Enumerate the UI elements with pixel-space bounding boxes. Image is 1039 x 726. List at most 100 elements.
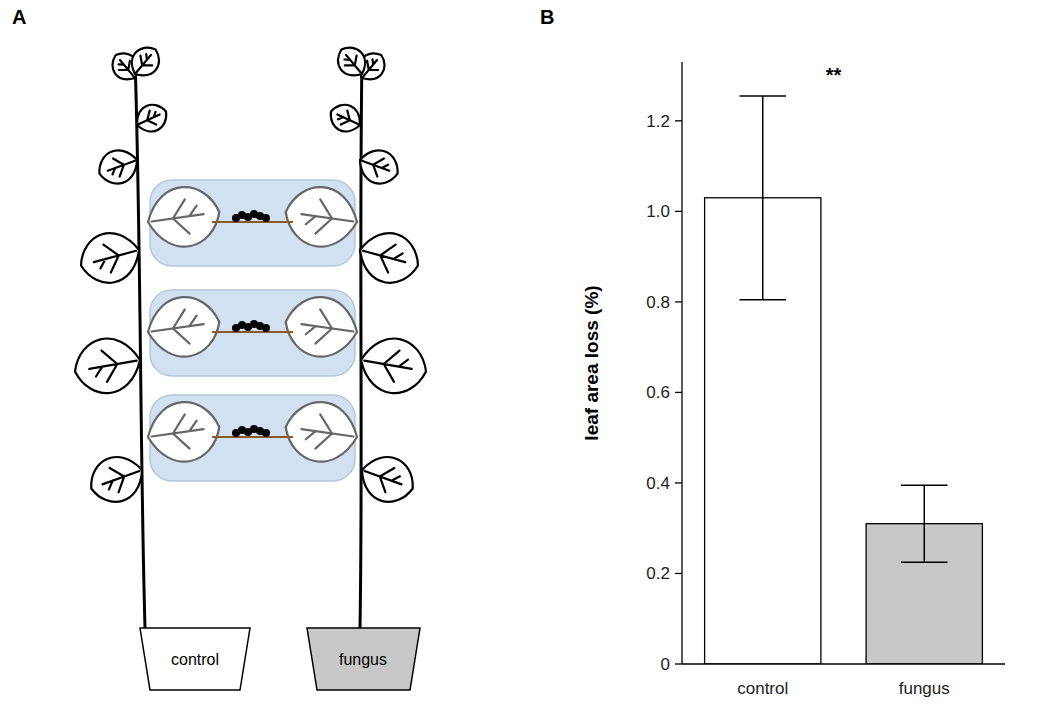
leaf	[75, 226, 146, 289]
pot-label: fungus	[339, 651, 387, 668]
leaf-vein	[359, 152, 393, 180]
leaf-blade	[125, 41, 166, 83]
caterpillar-segment	[262, 429, 270, 437]
leaf	[282, 293, 362, 362]
leaf-vein	[340, 50, 367, 78]
leaf	[354, 144, 403, 189]
leaf	[282, 183, 362, 252]
error-bar	[739, 96, 786, 300]
leaf-blade	[70, 333, 144, 398]
panel-letter: B	[540, 6, 554, 28]
leaf-blade	[94, 144, 143, 189]
y-tick-label: 1.0	[646, 202, 670, 221]
leaf-blade	[282, 183, 362, 252]
leaf-vein	[299, 412, 356, 454]
y-tick-label: 1.2	[646, 112, 670, 131]
bag	[144, 395, 361, 481]
leaf-vein	[299, 307, 356, 349]
leaf	[125, 41, 166, 83]
error-bar	[901, 485, 948, 562]
y-tick-label: 0.8	[646, 293, 670, 312]
leaf	[282, 398, 362, 467]
caterpillar-segment	[262, 324, 270, 332]
leaf	[354, 226, 425, 289]
leaf-vein	[360, 459, 406, 497]
leaf	[94, 144, 143, 189]
leaf	[325, 99, 365, 136]
error-line	[924, 485, 926, 562]
figure: Acontrol fungus B 0 0.2 0.4 0.6 0.8 1.0 1.2 contro…	[0, 0, 1039, 726]
leaf-vein	[130, 50, 157, 78]
leaf-vein	[87, 345, 140, 385]
leaf-blade	[331, 41, 372, 83]
twig	[212, 331, 293, 333]
stem	[360, 58, 362, 628]
y-tick	[675, 392, 682, 393]
leaf-blade	[354, 144, 403, 189]
leaf-vein	[104, 152, 138, 180]
leaf-vein	[361, 345, 414, 385]
y-tick-label: 0.6	[646, 383, 670, 402]
y-axis-title: leaf area loss (%)	[581, 285, 602, 440]
y-tick	[675, 663, 682, 664]
leaf	[331, 41, 372, 83]
bag	[144, 180, 361, 266]
caterpillar	[232, 425, 270, 437]
x-axis	[682, 663, 1005, 664]
leaf-vein	[135, 107, 163, 131]
pot-label: control	[171, 651, 219, 668]
bars	[705, 96, 983, 664]
leaf-blade	[325, 99, 365, 136]
leaf-blade	[75, 226, 146, 289]
leaf-vein	[98, 459, 144, 497]
y-tick	[675, 301, 682, 302]
leaf	[144, 398, 224, 467]
leaf-vein	[149, 197, 206, 239]
leaf-blade	[354, 226, 425, 289]
stem	[135, 58, 145, 628]
caterpillar	[232, 320, 270, 332]
pot	[307, 628, 420, 690]
leaf-blade	[144, 183, 224, 252]
leaf-vein	[299, 197, 356, 239]
leaf-blade	[354, 449, 420, 509]
y-tick	[675, 573, 682, 574]
y-tick	[675, 211, 682, 212]
error-cap	[901, 484, 948, 486]
leaf	[131, 99, 171, 136]
leaf	[70, 333, 144, 398]
leaf-blade	[356, 333, 430, 398]
error-cap	[739, 95, 786, 97]
x-tick-label: control	[737, 679, 788, 698]
leaf	[84, 449, 150, 509]
panel-letter: A	[12, 6, 26, 28]
twig	[212, 221, 293, 223]
pot	[140, 628, 250, 690]
y-tick-label: 0.4	[646, 474, 670, 493]
leaf-blade	[144, 398, 224, 467]
leaf-blade	[282, 398, 362, 467]
leaf-vein	[149, 412, 206, 454]
bag	[144, 290, 361, 376]
leaf-vein	[90, 237, 140, 276]
caterpillar-segment	[262, 214, 270, 222]
leaf-vein	[334, 107, 362, 131]
x-tick-label: fungus	[899, 679, 950, 698]
error-line	[762, 96, 764, 300]
y-tick-label: 0.2	[646, 564, 670, 583]
error-cap	[901, 561, 948, 563]
plant-diagram: control fungus	[70, 41, 430, 690]
leaf	[144, 293, 224, 362]
y-tick-label: 0	[661, 655, 670, 674]
leaf-vein	[149, 307, 206, 349]
y-tick	[675, 120, 682, 121]
leaf	[356, 333, 430, 398]
leaf-vein	[359, 237, 409, 276]
leaf	[144, 183, 224, 252]
leaf-blade	[144, 293, 224, 362]
significance: **	[826, 64, 842, 86]
twig	[212, 436, 293, 438]
error-cap	[739, 299, 786, 301]
caterpillar	[232, 210, 270, 222]
leaf	[354, 449, 420, 509]
